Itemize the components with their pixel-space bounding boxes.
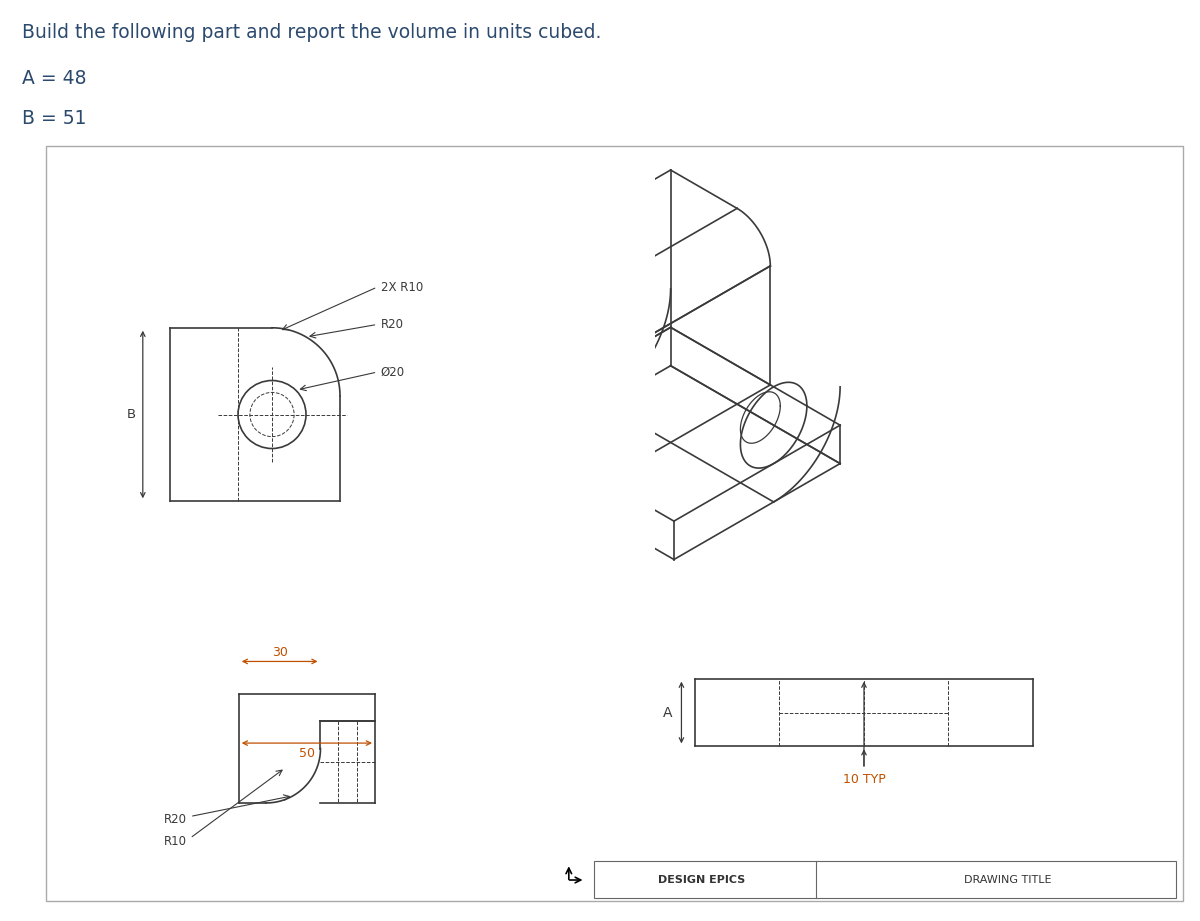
Text: R10: R10 [164, 834, 187, 847]
Text: Ø20: Ø20 [380, 366, 404, 379]
Text: R20: R20 [380, 318, 403, 331]
Text: A = 48: A = 48 [22, 69, 86, 88]
Text: DESIGN EPICS: DESIGN EPICS [659, 875, 745, 884]
Text: 30: 30 [271, 646, 288, 659]
Text: 10 TYP: 10 TYP [842, 774, 886, 787]
Text: B: B [127, 408, 136, 421]
Text: DRAWING TITLE: DRAWING TITLE [965, 875, 1051, 884]
Text: A: A [662, 705, 672, 719]
Text: 50: 50 [299, 747, 314, 760]
Text: B = 51: B = 51 [22, 109, 86, 128]
Text: R20: R20 [164, 812, 187, 826]
Text: 2X R10: 2X R10 [380, 281, 424, 294]
Text: Build the following part and report the volume in units cubed.: Build the following part and report the … [22, 23, 601, 42]
